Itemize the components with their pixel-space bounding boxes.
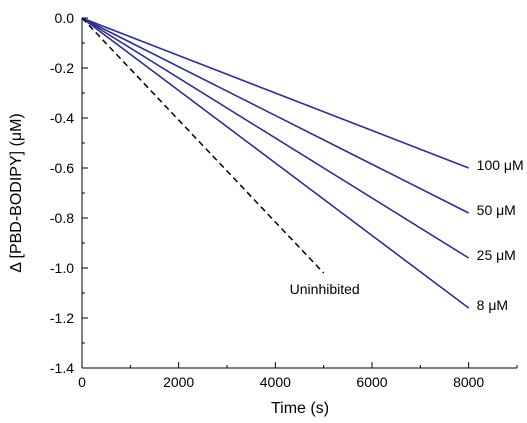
series-line-1 [81,17,470,214]
y-axis-title: Δ [PBD-BODIPY] (μM) [8,113,25,272]
y-ticks: 0.0 -0.2 -0.4 -0.6 -0.8 -1.0 -1.2 -1.4 [50,10,88,376]
plot-area [81,18,517,369]
y-tick-label: -0.6 [50,160,74,176]
series-label-3: 8 μM [477,297,508,313]
x-tick-label: 0 [78,374,86,390]
series-label-1: 50 μM [477,202,516,218]
series-label-0: 100 μM [477,157,524,173]
y-tick-label: 0.0 [55,10,75,26]
y-tick-label: -1.4 [50,360,74,376]
y-tick-label: -0.4 [50,110,74,126]
series-line-0 [81,17,469,169]
y-tick-label: -0.8 [50,210,74,226]
x-tick-label: 6000 [356,374,387,390]
series-line-4 [81,17,325,274]
y-tick-label: -1.0 [50,260,74,276]
series-label-2: 25 μM [477,247,516,263]
x-tick-label: 4000 [260,374,291,390]
y-tick-label: -0.2 [50,60,74,76]
x-axis-title: Time (s) [271,400,329,417]
series-line-2 [81,17,470,259]
y-tick-label: -1.2 [50,310,74,326]
series-label-4: Uninhibited [290,281,360,297]
series-labels: 100 μM 50 μM 25 μM 8 μM Uninhibited [290,157,524,313]
x-tick-label: 2000 [163,374,194,390]
series-line-3 [81,17,470,309]
x-tick-label: 8000 [453,374,484,390]
series-lines [81,17,470,309]
x-ticks: 0 2000 4000 6000 8000 [78,362,518,390]
